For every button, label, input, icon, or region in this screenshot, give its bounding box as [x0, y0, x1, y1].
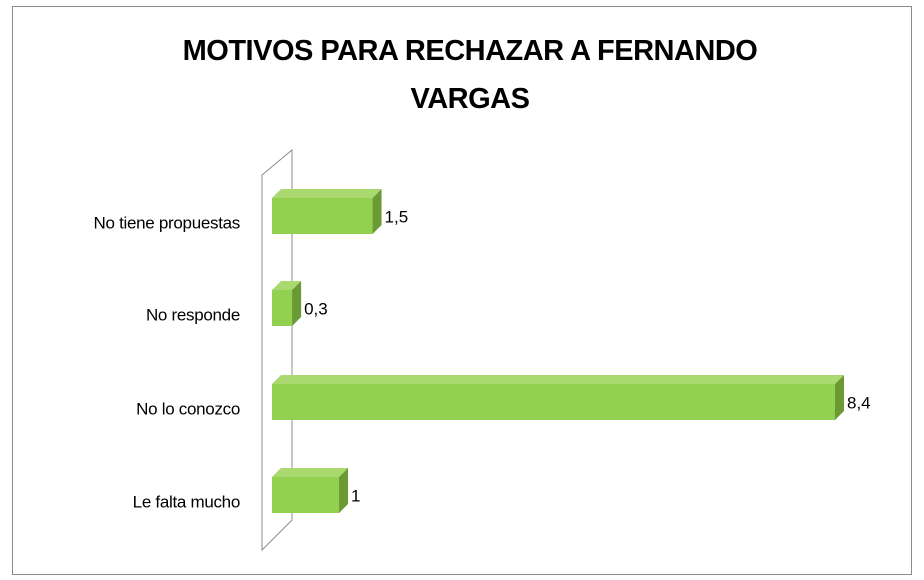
- bar-top: [272, 189, 382, 198]
- bar-group: [272, 281, 302, 326]
- value-label: 0,3: [304, 299, 328, 318]
- bar-group: [272, 468, 349, 513]
- bar-side: [835, 375, 844, 420]
- chart-frame: [12, 6, 912, 575]
- title-line: MOTIVOS PARA RECHAZAR A FERNANDO: [183, 35, 758, 67]
- bar-side: [292, 281, 302, 326]
- value-label: 8,4: [847, 393, 871, 412]
- category-label: No tiene propuestas: [94, 213, 240, 232]
- category-label: No responde: [146, 305, 240, 324]
- bar-top: [272, 375, 844, 384]
- bar-top: [272, 468, 349, 477]
- value-label: 1: [351, 486, 360, 505]
- category-label: Le falta mucho: [133, 492, 240, 511]
- chart-title: MOTIVOS PARA RECHAZAR A FERNANDO VARGAS: [183, 35, 758, 115]
- bar: [272, 198, 373, 234]
- bar: [272, 477, 340, 513]
- axis-wall: [261, 148, 293, 552]
- value-label: 1,5: [385, 207, 409, 226]
- bar-side: [339, 468, 349, 513]
- bar-top: [272, 281, 302, 290]
- bar-group: [272, 189, 382, 234]
- category-label: No lo conozco: [136, 399, 240, 418]
- bar-side: [372, 189, 382, 234]
- title-line: VARGAS: [411, 83, 530, 115]
- bar: [272, 384, 835, 420]
- bar: [272, 290, 293, 326]
- bar-group: [272, 375, 844, 420]
